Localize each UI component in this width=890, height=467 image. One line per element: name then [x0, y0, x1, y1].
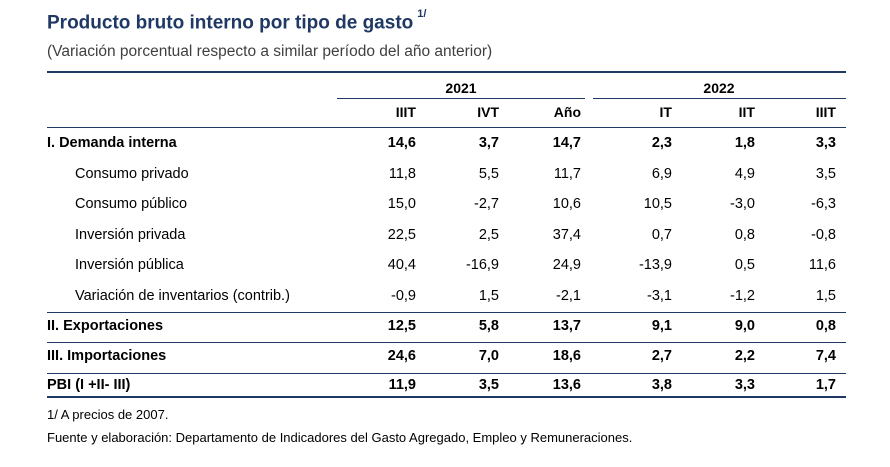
- row-value: 15,0: [387, 196, 416, 212]
- row-label: II. Exportaciones: [47, 318, 164, 334]
- table-subtitle: (Variación porcentual respecto a similar…: [47, 43, 493, 60]
- row-value: 11,8: [388, 166, 416, 182]
- year-2022-underline: [593, 98, 846, 99]
- table-row: PBI (I +II- III) 11,9 3,5 13,6 3,8 3,3 1,7: [0, 372, 890, 398]
- separator-before-exportaciones: [47, 312, 846, 313]
- row-value: 1,5: [478, 288, 499, 304]
- row-value: 4,9: [734, 166, 755, 182]
- separator-before-pbi: [47, 373, 846, 374]
- table-title: Producto bruto interno por tipo de gasto…: [47, 8, 426, 34]
- bottom-rule: [47, 396, 846, 398]
- row-value: -6,3: [811, 196, 836, 212]
- row-value: 18,6: [552, 348, 581, 364]
- row-value: -0,8: [811, 227, 836, 243]
- row-value: 40,4: [387, 257, 416, 273]
- year-2021-header: 2021: [445, 80, 477, 96]
- row-value: 3,3: [734, 377, 755, 393]
- row-value: 0,5: [734, 257, 755, 273]
- col-header-ano-2021: Año: [553, 104, 581, 120]
- row-value: -1,2: [730, 288, 755, 304]
- row-value: -16,9: [465, 257, 499, 273]
- year-2021-underline: [337, 98, 585, 99]
- row-value: 0,8: [734, 227, 755, 243]
- row-value: 24,6: [387, 348, 416, 364]
- row-value: 9,1: [651, 318, 672, 334]
- row-value: 5,8: [478, 318, 499, 334]
- row-label: Consumo privado: [75, 166, 189, 182]
- row-value: 10,5: [643, 196, 672, 212]
- row-value: 6,9: [651, 166, 672, 182]
- row-value: 37,4: [552, 227, 581, 243]
- row-value: 12,5: [387, 318, 416, 334]
- table-row: III. Importaciones 24,6 7,0 18,6 2,7 2,2 7,4: [0, 343, 890, 369]
- header-bottom-rule: [47, 127, 846, 128]
- row-value: 1,8: [734, 135, 755, 151]
- row-value: 22,5: [387, 227, 416, 243]
- footnote-fuente: Fuente y elaboración: Departamento de In…: [47, 430, 633, 445]
- row-value: 1,7: [815, 377, 836, 393]
- row-value: 1,5: [815, 288, 836, 304]
- row-value: -3,0: [730, 196, 755, 212]
- row-value: 3,8: [651, 377, 672, 393]
- row-value: 2,5: [478, 227, 499, 243]
- row-value: 0,7: [651, 227, 672, 243]
- row-value: -13,9: [638, 257, 672, 273]
- row-value: 3,3: [815, 135, 836, 151]
- top-rule: [47, 71, 846, 73]
- footnote-precios: 1/ A precios de 2007.: [47, 407, 169, 422]
- table-row: Consumo público 15,0 -2,7 10,6 10,5 -3,0 -6,3: [0, 191, 890, 217]
- table-row: Variación de inventarios (contrib.) -0,9 1…: [0, 283, 890, 309]
- col-header-iiit-2021: IIIT: [395, 104, 416, 120]
- row-value: 24,9: [552, 257, 581, 273]
- row-label: Inversión privada: [75, 227, 186, 243]
- row-value: -2,7: [474, 196, 499, 212]
- row-value: 13,7: [552, 318, 581, 334]
- col-header-ivt-2021: IVT: [477, 104, 499, 120]
- col-header-iiit-2022: IIIT: [815, 104, 836, 120]
- year-2022-header: 2022: [703, 80, 735, 96]
- table-row: Inversión pública 40,4 -16,9 24,9 -13,9 0,5 11…: [0, 252, 890, 278]
- row-value: 10,6: [552, 196, 581, 212]
- row-value: 3,5: [815, 166, 836, 182]
- separator-before-importaciones: [47, 342, 846, 343]
- table-row: Consumo privado 11,8 5,5 11,7 6,9 4,9 3,5: [0, 161, 890, 187]
- row-value: -2,1: [556, 288, 581, 304]
- row-value: -3,1: [647, 288, 672, 304]
- table-title-text: Producto bruto interno por tipo de gasto: [47, 12, 414, 34]
- row-value: 3,7: [478, 135, 499, 151]
- row-value: 2,3: [651, 135, 672, 151]
- row-value: -0,9: [391, 288, 416, 304]
- row-value: 7,0: [478, 348, 499, 364]
- row-value: 11,6: [808, 257, 836, 273]
- col-header-it-2022: IT: [659, 104, 672, 120]
- row-label: Inversión pública: [75, 257, 184, 273]
- table-row: I. Demanda interna 14,6 3,7 14,7 2,3 1,8 3,3: [0, 130, 890, 156]
- row-value: 2,7: [651, 348, 672, 364]
- row-value: 3,5: [478, 377, 499, 393]
- col-header-iit-2022: IIT: [738, 104, 755, 120]
- row-value: 11,9: [388, 377, 416, 393]
- row-value: 0,8: [815, 318, 836, 334]
- row-value: 7,4: [815, 348, 836, 364]
- table-row: II. Exportaciones 12,5 5,8 13,7 9,1 9,0 0,8: [0, 313, 890, 339]
- row-label: Consumo público: [75, 196, 188, 212]
- row-value: 2,2: [734, 348, 755, 364]
- row-label: Variación de inventarios (contrib.): [75, 288, 290, 304]
- row-label: PBI (I +II- III): [47, 377, 131, 393]
- row-value: 11,7: [553, 166, 581, 182]
- title-footnote-ref: 1/: [417, 8, 427, 20]
- row-value: 5,5: [478, 166, 499, 182]
- row-value: 14,6: [387, 135, 416, 151]
- row-value: 13,6: [552, 377, 581, 393]
- row-value: 9,0: [734, 318, 755, 334]
- row-value: 14,7: [552, 135, 581, 151]
- row-label: I. Demanda interna: [47, 135, 177, 151]
- row-label: III. Importaciones: [47, 348, 167, 364]
- table-row: Inversión privada 22,5 2,5 37,4 0,7 0,8 -0,8: [0, 222, 890, 248]
